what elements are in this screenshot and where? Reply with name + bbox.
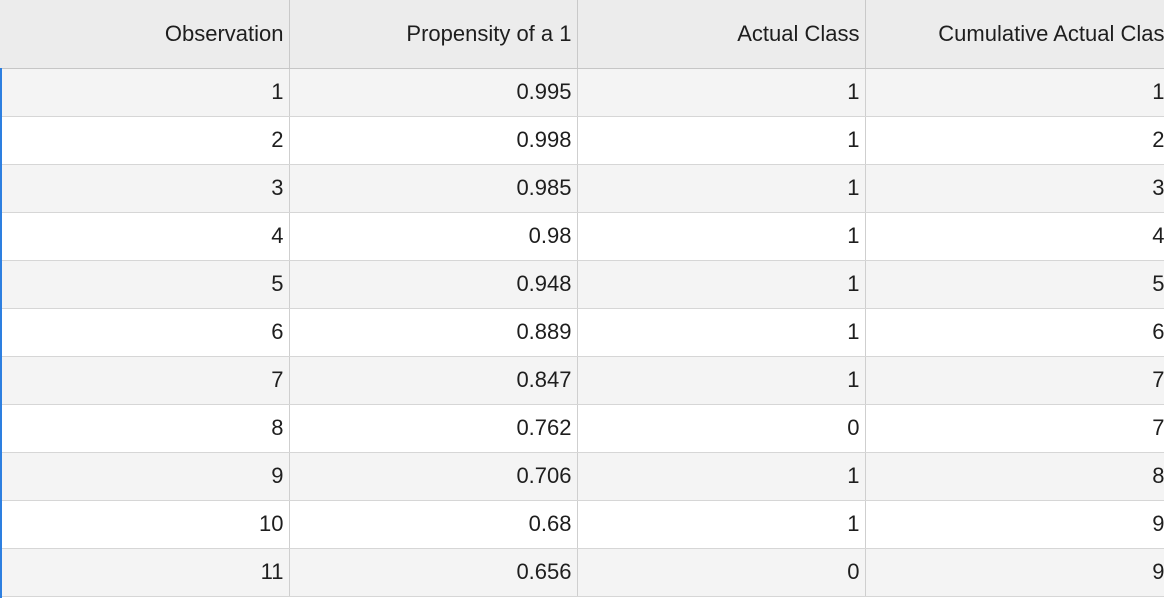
cell-observation[interactable]: 7 [0,356,290,405]
table-row[interactable]: 2 0.998 1 2 [0,116,1164,165]
cell-propensity[interactable]: 0.847 [289,356,578,405]
cell-cumulative-actual-class[interactable]: 8 [865,452,1164,501]
cell-actual-class[interactable]: 1 [577,116,866,165]
cell-propensity[interactable]: 0.98 [289,212,578,261]
cell-actual-class[interactable]: 1 [577,356,866,405]
cell-propensity[interactable]: 0.998 [289,116,578,165]
cell-actual-class[interactable]: 0 [577,548,866,597]
cell-cumulative-actual-class[interactable]: 6 [865,308,1164,357]
cell-actual-class[interactable]: 1 [577,452,866,501]
cell-cumulative-actual-class[interactable]: 7 [865,356,1164,405]
cell-cumulative-actual-class[interactable]: 4 [865,212,1164,261]
cell-propensity[interactable]: 0.656 [289,548,578,597]
header-row: Observation Propensity of a 1 Actual Cla… [0,0,1164,69]
table-row[interactable]: 11 0.656 0 9 [0,548,1164,597]
row-selection-indicator [0,68,2,598]
column-header-cumulative-actual-class[interactable]: Cumulative Actual Clas [865,0,1164,69]
cell-cumulative-actual-class[interactable]: 9 [865,500,1164,549]
cell-actual-class[interactable]: 1 [577,212,866,261]
cell-actual-class[interactable]: 1 [577,308,866,357]
table-row[interactable]: 8 0.762 0 7 [0,404,1164,453]
cell-actual-class[interactable]: 1 [577,500,866,549]
column-header-actual-class[interactable]: Actual Class [577,0,866,69]
cell-observation[interactable]: 9 [0,452,290,501]
cell-actual-class[interactable]: 1 [577,164,866,213]
cell-propensity[interactable]: 0.762 [289,404,578,453]
cell-actual-class[interactable]: 1 [577,260,866,309]
table-row[interactable]: 7 0.847 1 7 [0,356,1164,405]
cell-cumulative-actual-class[interactable]: 9 [865,548,1164,597]
cell-observation[interactable]: 11 [0,548,290,597]
cell-propensity[interactable]: 0.985 [289,164,578,213]
cell-observation[interactable]: 8 [0,404,290,453]
cell-cumulative-actual-class[interactable]: 5 [865,260,1164,309]
cell-cumulative-actual-class[interactable]: 1 [865,68,1164,117]
column-header-propensity[interactable]: Propensity of a 1 [289,0,578,69]
cell-observation[interactable]: 3 [0,164,290,213]
table-header: Observation Propensity of a 1 Actual Cla… [0,0,1164,69]
table-row[interactable]: 1 0.995 1 1 [0,68,1164,117]
cell-observation[interactable]: 6 [0,308,290,357]
cell-propensity[interactable]: 0.948 [289,260,578,309]
cell-observation[interactable]: 4 [0,212,290,261]
cell-propensity[interactable]: 0.706 [289,452,578,501]
cell-cumulative-actual-class[interactable]: 3 [865,164,1164,213]
cell-observation[interactable]: 1 [0,68,290,117]
cell-observation[interactable]: 5 [0,260,290,309]
column-header-observation[interactable]: Observation [0,0,290,69]
cell-observation[interactable]: 2 [0,116,290,165]
table-body: 1 0.995 1 1 2 0.998 1 2 3 0.985 1 3 4 0.… [0,68,1164,597]
cell-actual-class[interactable]: 0 [577,404,866,453]
cell-actual-class[interactable]: 1 [577,68,866,117]
table-row[interactable]: 9 0.706 1 8 [0,452,1164,501]
cell-observation[interactable]: 10 [0,500,290,549]
cell-propensity[interactable]: 0.68 [289,500,578,549]
cell-propensity[interactable]: 0.995 [289,68,578,117]
table-row[interactable]: 5 0.948 1 5 [0,260,1164,309]
cell-cumulative-actual-class[interactable]: 2 [865,116,1164,165]
table-row[interactable]: 6 0.889 1 6 [0,308,1164,357]
table-row[interactable]: 10 0.68 1 9 [0,500,1164,549]
cell-propensity[interactable]: 0.889 [289,308,578,357]
cell-cumulative-actual-class[interactable]: 7 [865,404,1164,453]
table-row[interactable]: 3 0.985 1 3 [0,164,1164,213]
table-row[interactable]: 4 0.98 1 4 [0,212,1164,261]
